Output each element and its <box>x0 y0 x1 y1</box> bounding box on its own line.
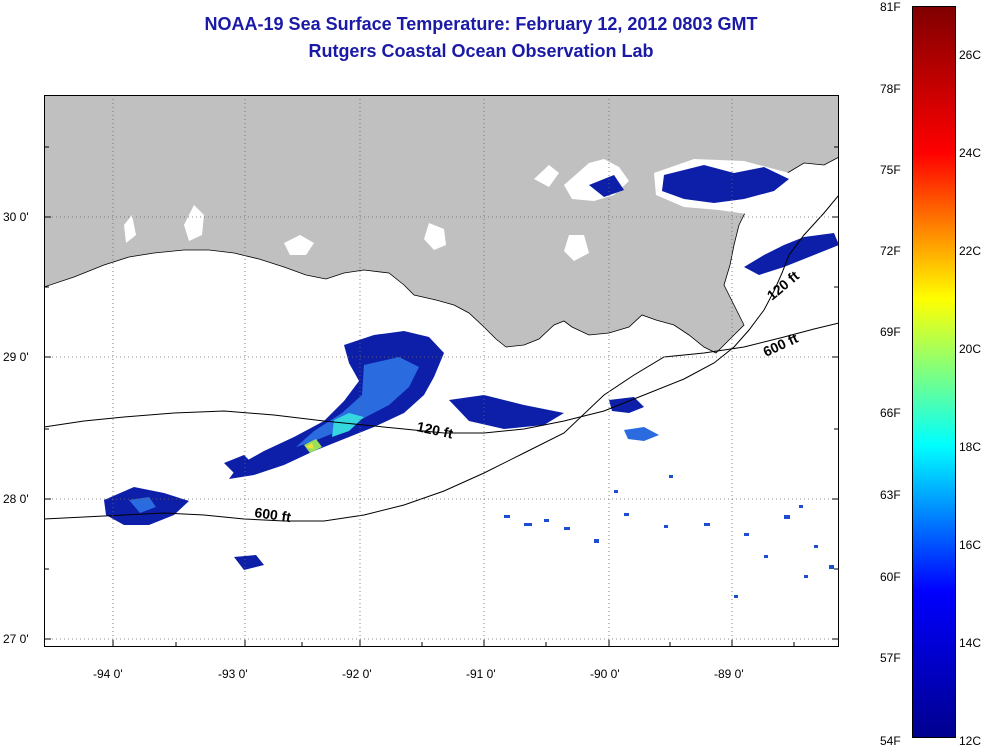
lon-label: -92 0' <box>342 667 372 681</box>
map-grid <box>44 95 839 647</box>
contour-120ft <box>44 194 839 434</box>
lat-label: 30 0' <box>3 210 29 224</box>
sst-cold-coastal <box>589 165 839 275</box>
colorbar-c-label: 18C <box>959 440 982 454</box>
lat-label: 27 0' <box>3 632 29 646</box>
map-subtitle: Rutgers Coastal Ocean Observation Lab <box>308 41 654 61</box>
lon-label: -91 0' <box>466 667 496 681</box>
colorbar-f-label: 57F <box>880 651 901 665</box>
contour-600ft <box>44 322 839 522</box>
land-mass <box>44 95 839 354</box>
colorbar-f-label: 63F <box>880 488 901 502</box>
colorbar-c-label: 24C <box>959 146 982 160</box>
lon-label: -90 0' <box>590 667 620 681</box>
sst-scatter <box>504 475 834 598</box>
axis-ticks <box>44 146 839 647</box>
colorbar-c-label: 26C <box>959 48 982 62</box>
colorbar-c-label: 16C <box>959 538 982 552</box>
lat-label: 29 0' <box>3 350 29 364</box>
colorbar-f-label: 54F <box>880 734 901 748</box>
cloud-mask <box>124 159 804 261</box>
map-title: NOAA-19 Sea Surface Temperature: Februar… <box>204 14 758 34</box>
sst-plume <box>104 331 659 570</box>
contour-label: 600 ft <box>254 504 293 525</box>
lat-label: 28 0' <box>3 492 29 506</box>
colorbar-f-label: 75F <box>880 163 901 177</box>
colorbar-f-label: 81F <box>880 0 901 14</box>
colorbar <box>912 6 956 738</box>
sst-map: 120 ft 600 ft 120 ft 600 ft <box>44 95 839 647</box>
contour-label: 120 ft <box>415 418 454 441</box>
colorbar-c-label: 20C <box>959 342 982 356</box>
colorbar-c-label: 14C <box>959 636 982 650</box>
colorbar-c-label: 22C <box>959 244 982 258</box>
lon-label: -89 0' <box>714 667 744 681</box>
colorbar-f-label: 78F <box>880 82 901 96</box>
lon-label: -93 0' <box>218 667 248 681</box>
colorbar-f-label: 60F <box>880 570 901 584</box>
colorbar-f-label: 72F <box>880 244 901 258</box>
lon-label: -94 0' <box>93 667 123 681</box>
bathymetry-contours <box>44 194 839 522</box>
colorbar-f-label: 66F <box>880 406 901 420</box>
colorbar-c-label: 12C <box>959 734 982 748</box>
colorbar-f-label: 69F <box>880 325 901 339</box>
